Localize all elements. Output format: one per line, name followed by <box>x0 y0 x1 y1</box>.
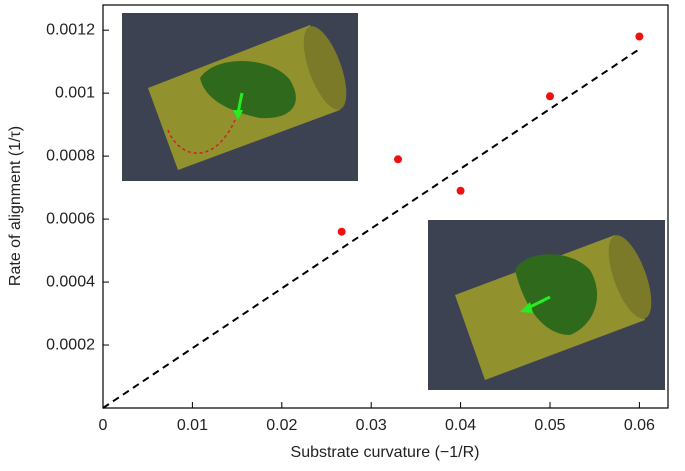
x-axis-label: Substrate curvature (−1/R) <box>291 444 480 461</box>
y-tick-label: 0.0012 <box>46 21 95 38</box>
y-tick-label: 0.0002 <box>46 336 95 353</box>
data-point <box>545 92 554 101</box>
data-point <box>635 32 644 41</box>
y-axis-label: Rate of alignment (1/τ) <box>7 126 24 286</box>
x-tick-label: 0.04 <box>445 417 476 434</box>
plot-frame <box>102 4 669 409</box>
x-tick-label: 0 <box>99 417 108 434</box>
x-tick-label: 0.01 <box>177 417 208 434</box>
y-tick-label: 0.001 <box>55 84 95 101</box>
data-point <box>394 155 403 164</box>
x-tick-label: 0.05 <box>534 417 565 434</box>
x-tick-label: 0.03 <box>356 417 387 434</box>
data-point <box>456 186 465 195</box>
x-tick-label: 0.06 <box>624 417 655 434</box>
inset-image-top <box>122 13 358 181</box>
y-tick-label: 0.0006 <box>46 210 95 227</box>
y-tick-label: 0.0008 <box>46 147 95 164</box>
y-tick-label: 0.0004 <box>46 273 95 290</box>
x-tick-label: 0.02 <box>266 417 297 434</box>
data-point <box>337 227 346 236</box>
inset-image-bottom <box>428 220 665 390</box>
